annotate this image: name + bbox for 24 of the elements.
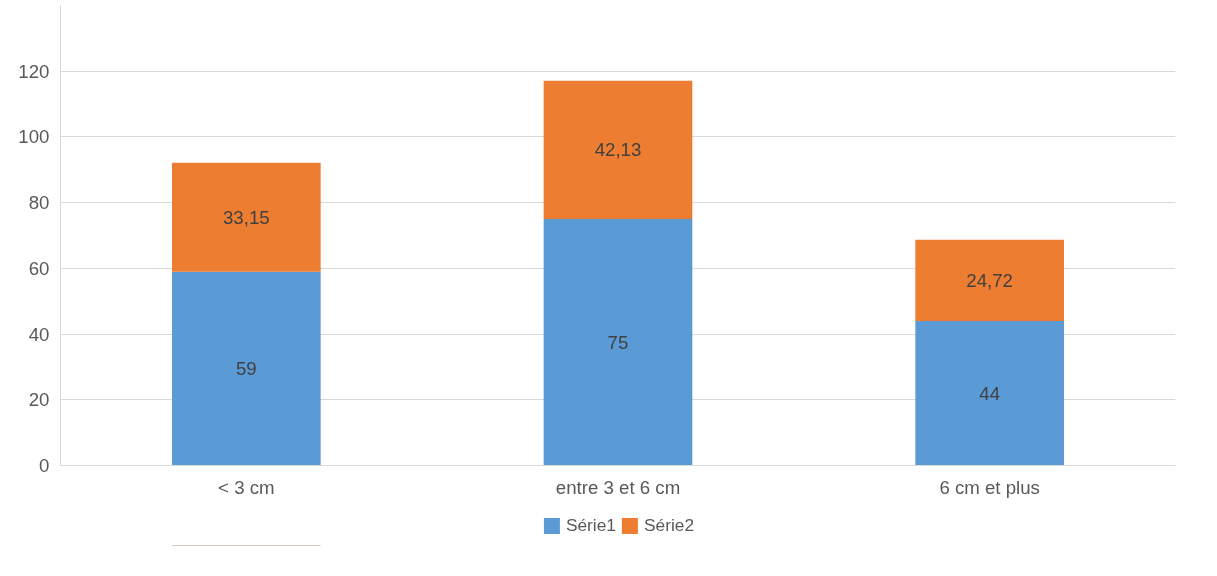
data-label: 75: [607, 331, 629, 353]
y-tick-label: 60: [28, 257, 50, 279]
y-tick-label: 120: [18, 60, 50, 82]
x-tick-label: entre 3 et 6 cm: [555, 476, 681, 498]
data-label: 24,72: [966, 269, 1014, 291]
bar: [915, 239, 1064, 321]
legend-label: Série2: [644, 514, 695, 536]
bar: [543, 80, 693, 220]
bar: [172, 162, 321, 272]
x-tick-label: 6 cm et plus: [939, 476, 1040, 498]
data-label: 33,15: [222, 206, 270, 228]
y-tick-label: 0: [39, 455, 50, 476]
y-tick-label: 40: [28, 323, 50, 345]
data-label: 59: [235, 358, 257, 380]
x-tick-label: < 3 cm: [218, 476, 275, 498]
bar: [543, 219, 693, 466]
y-tick-label: 20: [28, 389, 50, 411]
y-tick-label: 80: [28, 192, 50, 214]
y-tick-label: 100: [18, 126, 50, 148]
legend-label: Série1: [565, 514, 616, 536]
bar: [915, 320, 1064, 466]
data-label: 44: [979, 382, 1001, 404]
bar: [172, 271, 321, 466]
data-label: 42,13: [594, 139, 642, 161]
